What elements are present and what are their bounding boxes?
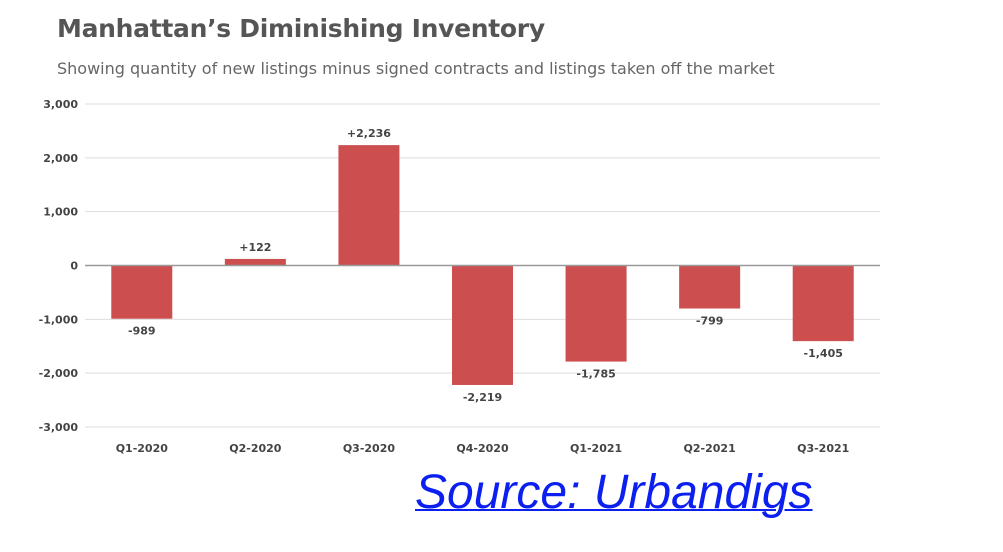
x-tick-label: Q3-2021 [797, 442, 849, 455]
bar-q4-2020 [452, 265, 513, 385]
bar-q3-2021 [792, 265, 854, 342]
y-axis-ticks: 3,000 2,000 1,000 0 -1,000 -2,000 -3,000 [39, 98, 79, 434]
x-tick-label: Q1-2020 [116, 442, 169, 455]
x-tick-label: Q4-2020 [456, 442, 509, 455]
source-link[interactable]: Source: Urbandigs [415, 466, 813, 519]
data-label: -1,405 [804, 347, 843, 360]
x-axis-ticks: Q1-2020 Q2-2020 Q3-2020 Q4-2020 Q1-2021 Q2-20… [116, 442, 850, 455]
bar-q3-2020 [338, 145, 400, 266]
chart-title: Manhattan’s Diminishing Inventory [57, 14, 545, 43]
bar-q1-2020 [111, 265, 173, 319]
y-tick-label: -3,000 [39, 421, 79, 434]
y-tick-label: 0 [70, 260, 78, 273]
data-label: +122 [239, 241, 271, 254]
chart-subtitle: Showing quantity of new listings minus s… [57, 59, 775, 78]
x-tick-label: Q1-2021 [570, 442, 622, 455]
bar-q2-2020 [224, 258, 286, 266]
bars [111, 145, 854, 385]
data-label: -799 [696, 315, 724, 328]
data-label: -989 [128, 325, 156, 338]
data-labels: -989 +122 +2,236 -2,219 -1,785 -799 -1,405 [128, 127, 843, 404]
bar-q1-2021 [565, 265, 627, 362]
y-tick-label: -1,000 [39, 313, 79, 326]
data-label: -2,219 [463, 391, 502, 404]
data-label: -1,785 [576, 368, 615, 381]
x-tick-label: Q2-2021 [684, 442, 736, 455]
y-tick-label: 2,000 [43, 152, 78, 165]
y-tick-label: -2,000 [39, 367, 79, 380]
x-tick-label: Q3-2020 [343, 442, 396, 455]
y-tick-label: 3,000 [43, 98, 78, 111]
y-tick-label: 1,000 [43, 206, 78, 219]
bar-q2-2021 [679, 265, 741, 309]
data-label: +2,236 [347, 127, 391, 140]
x-tick-label: Q2-2020 [229, 442, 282, 455]
